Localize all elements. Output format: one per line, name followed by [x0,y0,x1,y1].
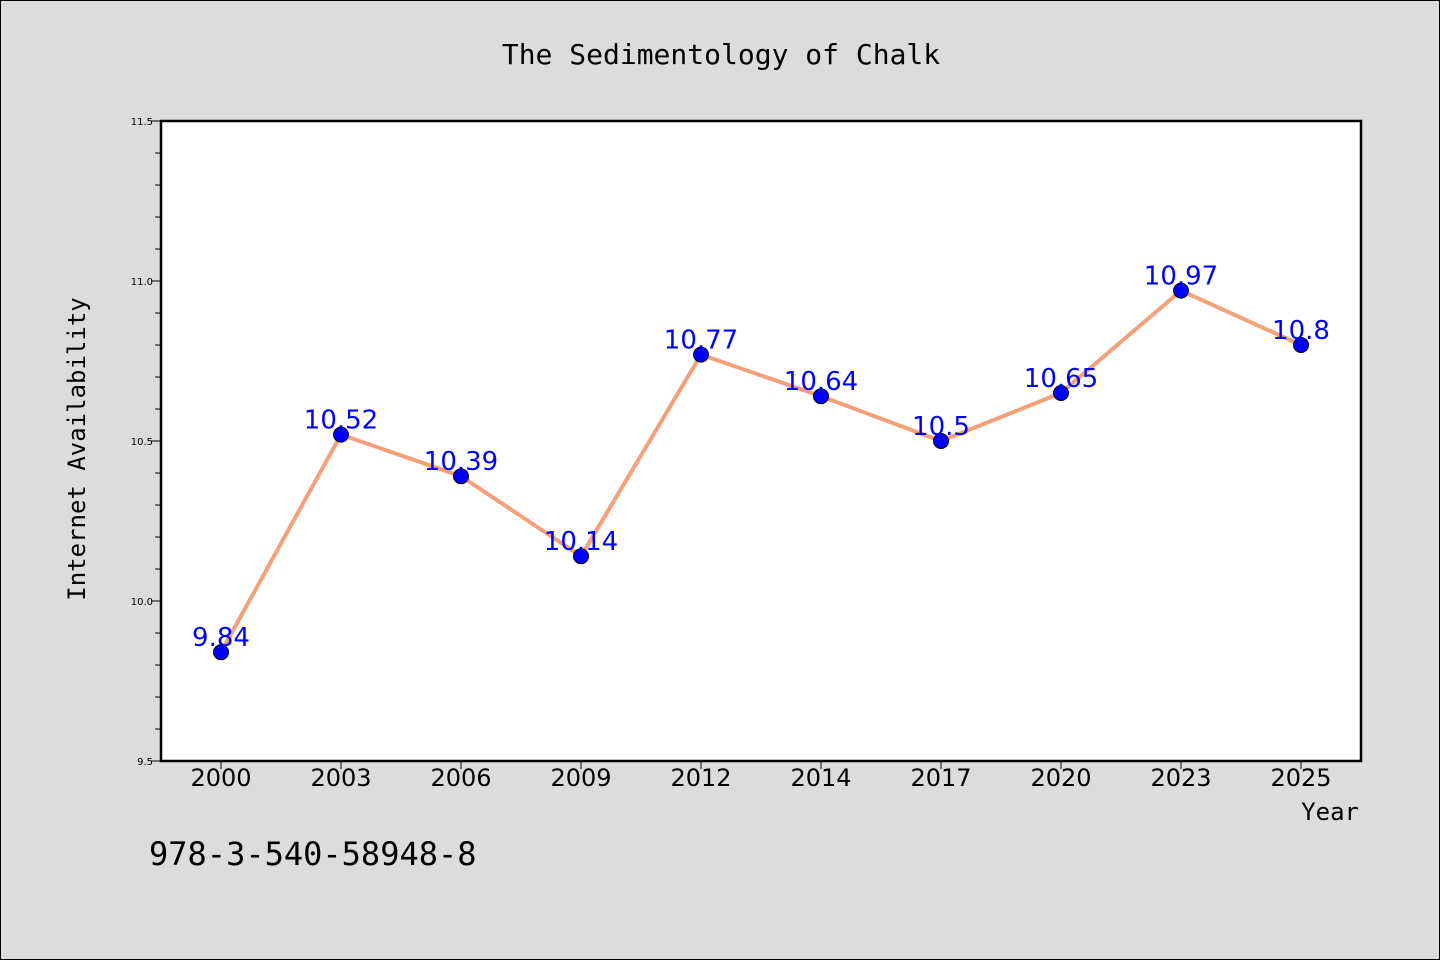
data-point [213,644,229,661]
data-point [813,388,829,405]
x-tick-label: 2025 [1270,764,1331,792]
data-label: 10.97 [1144,262,1218,292]
y-tick-label: 9.5 [137,757,153,768]
y-axis: 9.5 10.0 10.5 11.0 11.5 [131,117,161,768]
data-point [933,433,949,449]
data-point [693,346,709,363]
data-label: 10.39 [424,447,498,477]
data-point [1053,385,1069,401]
data-label: 10.5 [912,412,970,442]
data-point [1293,337,1309,353]
y-tick-label: 11.5 [131,117,153,128]
x-tick-label: 2009 [550,764,611,792]
data-label: 10.64 [784,367,858,397]
x-axis: 2000 2003 2006 2009 2012 2014 2017 2020 2023 2025 [190,761,1332,792]
data-point [333,426,349,443]
series-line [219,288,1303,655]
y-tick-label: 10.5 [131,437,153,448]
x-tick-label: 2023 [1150,764,1211,792]
x-tick-label: 2014 [790,764,851,792]
data-label: 10.14 [544,527,618,557]
y-axis-label: Internet Availability [63,297,91,600]
x-tick-label: 2017 [910,764,971,792]
data-point [1173,282,1189,299]
x-tick-label: 2006 [430,764,491,792]
x-tick-label: 2003 [310,764,371,792]
x-axis-label: Year [1301,798,1359,826]
x-tick-label: 2020 [1030,764,1091,792]
data-label: 9.84 [192,623,250,653]
data-label: 10.52 [304,406,378,436]
y-tick-label: 11.0 [131,277,153,288]
series-layer: 9.84 10.52 10.39 10.14 10.77 10.64 10.5 10.65 10… [192,262,1330,661]
y-tick-label: 10.0 [131,597,153,608]
data-label: 10.65 [1024,364,1098,394]
x-tick-label: 2012 [670,764,731,792]
data-label: 10.8 [1272,316,1330,346]
data-point [573,548,589,565]
chart-title: The Sedimentology of Chalk [502,38,940,71]
data-label: 10.77 [664,326,738,356]
x-tick-label: 2000 [190,764,251,792]
isbn-text: 978-3-540-58948-8 [149,835,477,873]
data-point [453,468,469,485]
